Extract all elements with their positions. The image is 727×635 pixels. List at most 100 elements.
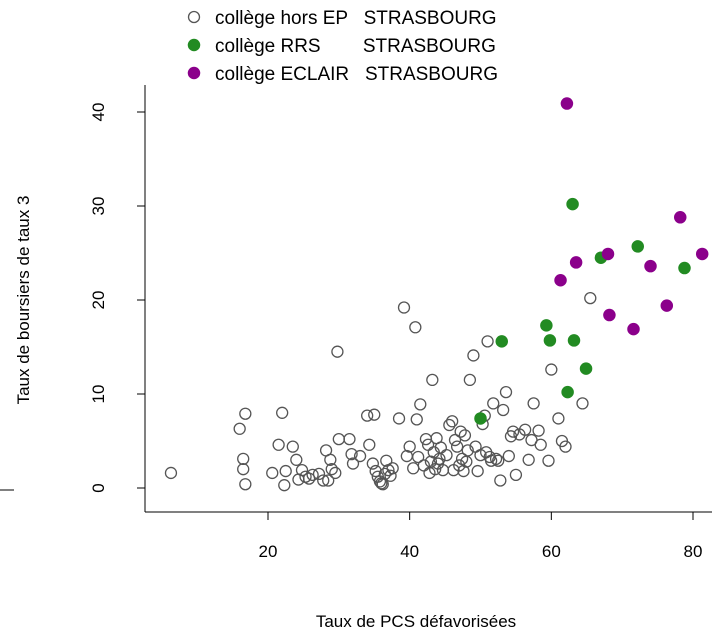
- data-point: [601, 247, 615, 261]
- data-point: [660, 299, 674, 312]
- data-point: [458, 429, 472, 442]
- data-point: [678, 261, 691, 275]
- data-point: [461, 444, 474, 457]
- data-point: [343, 432, 356, 446]
- data-point: [353, 449, 367, 463]
- data-point: [407, 462, 420, 475]
- data-point: [276, 406, 289, 419]
- data-point: [380, 454, 393, 467]
- data-point: [429, 463, 442, 476]
- data-point: [302, 472, 316, 485]
- data-point: [561, 385, 574, 399]
- data-point: [448, 433, 462, 447]
- data-point: [386, 462, 399, 475]
- data-point: [487, 397, 500, 410]
- data-point: [566, 197, 579, 211]
- data-point: [534, 438, 547, 451]
- data-point: [384, 469, 397, 482]
- data-point: [527, 397, 540, 410]
- legend-marker: [187, 66, 201, 80]
- data-point: [306, 468, 319, 481]
- data-point: [363, 438, 376, 451]
- data-point: [457, 464, 470, 478]
- data-point: [237, 463, 250, 476]
- data-point: [584, 291, 597, 305]
- y-axis-label: Taux de boursiers de taux 3: [14, 196, 33, 405]
- data-point: [412, 450, 425, 464]
- data-point: [368, 408, 381, 421]
- data-point: [450, 440, 464, 453]
- data-point: [499, 385, 513, 399]
- data-point: [454, 425, 467, 438]
- data-point: [644, 259, 657, 273]
- data-point: [494, 474, 507, 487]
- data-point: [322, 474, 335, 487]
- data-point: [579, 362, 593, 375]
- data-point: [369, 464, 382, 478]
- data-point: [540, 319, 553, 332]
- data-point: [279, 464, 292, 478]
- data-point: [239, 407, 252, 420]
- data-point: [266, 466, 279, 480]
- data-point: [403, 440, 416, 453]
- x-tick-label: 40: [400, 542, 419, 561]
- series-3: [554, 97, 709, 336]
- data-point: [233, 422, 246, 435]
- y-tick-label: 40: [89, 103, 108, 122]
- series-1: [164, 291, 597, 492]
- data-point: [522, 453, 535, 466]
- data-point: [497, 403, 510, 417]
- data-point: [272, 438, 285, 451]
- legend-label: collège hors EP STRASBOURG: [215, 8, 497, 29]
- y-tick-label: 20: [89, 291, 108, 310]
- data-point: [312, 467, 326, 481]
- data-point: [674, 211, 687, 224]
- data-point: [576, 397, 589, 410]
- x-tick-label: 20: [259, 542, 278, 561]
- data-point: [443, 418, 456, 432]
- data-point: [495, 335, 508, 348]
- y-tick-label: 30: [89, 197, 108, 216]
- data-point: [164, 466, 178, 480]
- x-axis-label: Taux de PCS défavorisées: [316, 612, 516, 631]
- data-point: [332, 432, 345, 446]
- data-point: [329, 466, 342, 480]
- data-point: [567, 334, 581, 347]
- data-point: [392, 412, 406, 425]
- axes: 20 40 60 80 0 10 20 30 40: [0, 85, 712, 561]
- data-point: [409, 321, 422, 334]
- data-point: [414, 398, 427, 411]
- data-point: [502, 449, 515, 463]
- data-point: [446, 415, 459, 428]
- data-point: [545, 363, 558, 376]
- data-point: [345, 448, 358, 461]
- data-point: [295, 463, 309, 477]
- x-tick-label: 80: [684, 542, 703, 561]
- legend-label: collège RRS STRASBOURG: [215, 36, 496, 57]
- data-point: [474, 412, 487, 425]
- data-point: [603, 308, 616, 322]
- y-tick-label: 10: [89, 385, 108, 404]
- data-point: [239, 478, 252, 491]
- series-2: [474, 197, 691, 425]
- data-point: [440, 448, 453, 462]
- data-point: [492, 454, 505, 467]
- data-point: [518, 423, 532, 436]
- data-point: [552, 412, 565, 425]
- data-point: [463, 373, 477, 387]
- data-point: [489, 452, 503, 466]
- data-points: [164, 97, 709, 492]
- data-point: [410, 413, 423, 426]
- data-point: [509, 468, 523, 481]
- data-point: [324, 453, 337, 466]
- data-point: [542, 454, 555, 467]
- data-point: [474, 448, 487, 462]
- data-point: [695, 247, 709, 261]
- x-tick-label: 60: [542, 542, 561, 561]
- data-point: [627, 322, 640, 336]
- data-point: [554, 274, 567, 287]
- data-point: [532, 424, 545, 437]
- data-point: [278, 479, 291, 492]
- data-point: [325, 463, 338, 476]
